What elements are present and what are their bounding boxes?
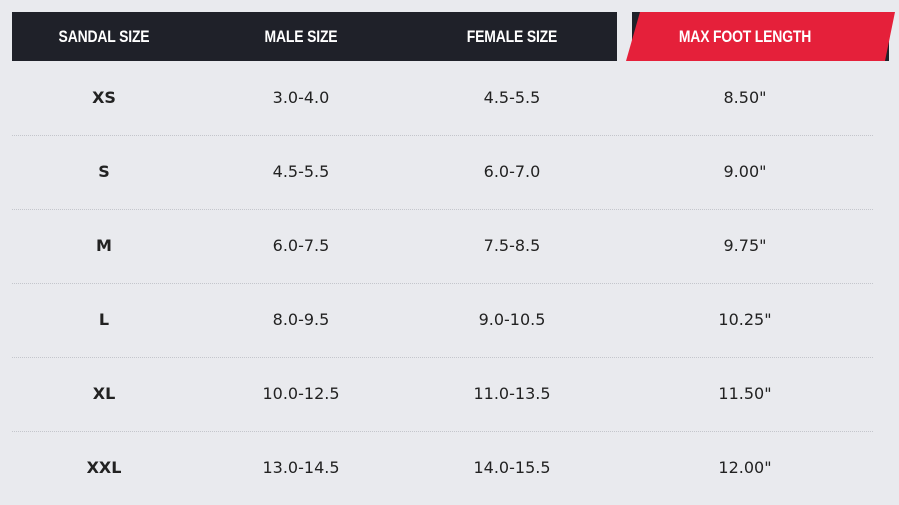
max-foot-length-cell: 9.75" [723, 236, 767, 255]
table-row: XXL 13.0-14.5 14.0-15.5 12.00" [12, 431, 873, 505]
header-max-foot-length: MAX FOOT LENGTH [678, 27, 812, 46]
male-size-cell: 10.0-12.5 [262, 384, 340, 403]
sandal-size-cell: S [98, 162, 110, 181]
header-female-size: FEMALE SIZE [466, 27, 558, 46]
female-size-cell: 6.0-7.0 [483, 162, 541, 181]
sandal-size-cell: XL [92, 384, 116, 403]
male-size-cell: 6.0-7.5 [272, 236, 330, 255]
header-sandal-size: SANDAL SIZE [58, 27, 150, 46]
table-header-bar [12, 12, 617, 61]
female-size-cell: 7.5-8.5 [483, 236, 541, 255]
max-foot-length-cell: 12.00" [718, 458, 772, 477]
female-size-cell: 11.0-13.5 [473, 384, 551, 403]
max-foot-length-cell: 11.50" [718, 384, 772, 403]
table-row: S 4.5-5.5 6.0-7.0 9.00" [12, 135, 873, 210]
male-size-cell: 3.0-4.0 [272, 88, 330, 107]
male-size-cell: 4.5-5.5 [272, 162, 330, 181]
max-foot-length-cell: 9.00" [723, 162, 767, 181]
table-row: XL 10.0-12.5 11.0-13.5 11.50" [12, 357, 873, 432]
sandal-size-cell: L [98, 310, 110, 329]
sandal-size-cell: XS [92, 88, 116, 107]
male-size-cell: 13.0-14.5 [262, 458, 340, 477]
table-row: XS 3.0-4.0 4.5-5.5 8.50" [12, 61, 873, 136]
sandal-size-cell: XXL [86, 458, 122, 477]
sandal-size-cell: M [96, 236, 112, 255]
female-size-cell: 9.0-10.5 [478, 310, 546, 329]
max-foot-length-cell: 10.25" [718, 310, 772, 329]
header-male-size: MALE SIZE [264, 27, 338, 46]
female-size-cell: 4.5-5.5 [483, 88, 541, 107]
table-row: L 8.0-9.5 9.0-10.5 10.25" [12, 283, 873, 358]
male-size-cell: 8.0-9.5 [272, 310, 330, 329]
highlight-header-shape [626, 12, 895, 61]
female-size-cell: 14.0-15.5 [473, 458, 551, 477]
table-row: M 6.0-7.5 7.5-8.5 9.75" [12, 209, 873, 284]
max-foot-length-cell: 8.50" [723, 88, 767, 107]
